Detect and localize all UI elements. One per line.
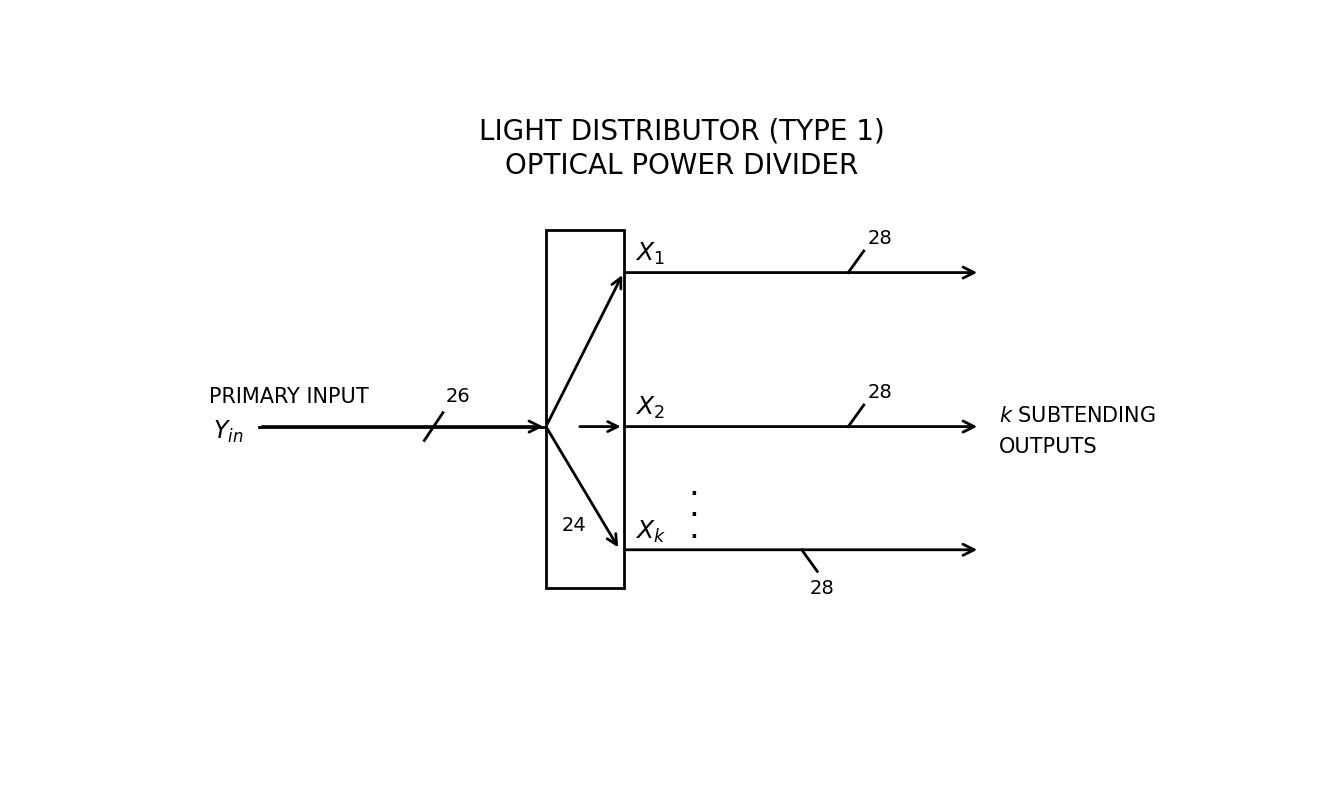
Text: .: . — [688, 468, 698, 501]
Text: PRIMARY INPUT: PRIMARY INPUT — [209, 386, 368, 406]
Text: 28: 28 — [867, 383, 892, 402]
Text: $Y_{in}$: $Y_{in}$ — [213, 418, 243, 444]
Text: 28: 28 — [867, 229, 892, 248]
Text: .: . — [688, 512, 698, 544]
Text: $X_k$: $X_k$ — [636, 518, 666, 544]
Bar — [547, 231, 624, 589]
Text: OUTPUTS: OUTPUTS — [999, 436, 1099, 456]
Text: 24: 24 — [561, 516, 587, 535]
Text: $k$ SUBTENDING: $k$ SUBTENDING — [999, 406, 1156, 426]
Text: LIGHT DISTRIBUTOR (TYPE 1): LIGHT DISTRIBUTOR (TYPE 1) — [479, 117, 884, 145]
Text: 28: 28 — [810, 578, 834, 597]
Text: $X_2$: $X_2$ — [636, 395, 665, 421]
Text: $X_1$: $X_1$ — [636, 241, 665, 267]
Text: 26: 26 — [446, 386, 469, 406]
Text: .: . — [688, 490, 698, 523]
Text: OPTICAL POWER DIVIDER: OPTICAL POWER DIVIDER — [505, 152, 858, 180]
